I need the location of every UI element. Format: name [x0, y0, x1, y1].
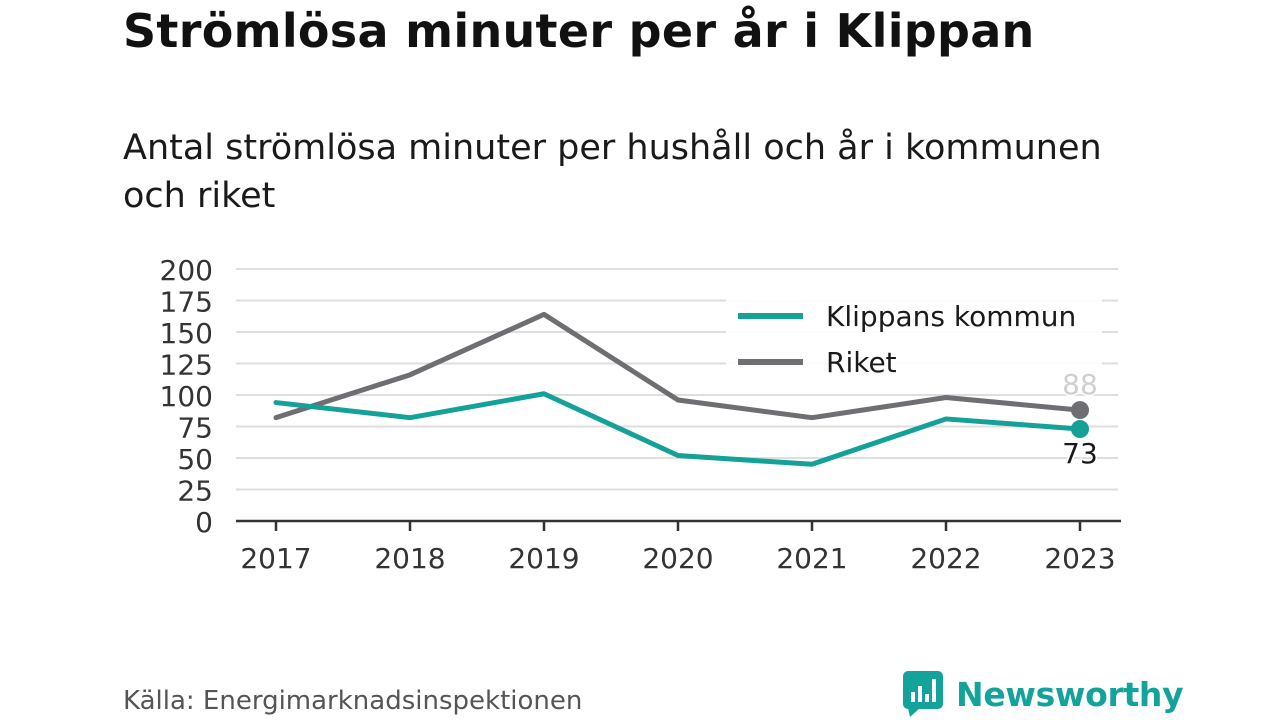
source-note: Källa: Energimarknadsinspektionen [123, 686, 583, 716]
y-tick-label: 75 [177, 412, 213, 445]
newsworthy-logo-icon [903, 671, 943, 717]
chart-title: Strömlösa minuter per år i Klippan [123, 4, 1035, 58]
x-tick-label: 2023 [1044, 542, 1115, 575]
end-point [1071, 401, 1089, 420]
chart-subtitle: Antal strömlösa minuter per hushåll och … [123, 128, 1102, 216]
brand-name: Newsworthy [956, 674, 1184, 714]
brand-logo: Newsworthy [902, 670, 1184, 718]
series-line [273, 311, 1083, 421]
data-label: 73 [1062, 437, 1098, 470]
x-tick-label: 2020 [642, 542, 713, 575]
x-tick-label: 2017 [240, 542, 311, 575]
series-line [273, 391, 1083, 467]
y-tick-label: 125 [160, 349, 213, 382]
end-point [1071, 420, 1089, 439]
legend-label: Riket [826, 346, 897, 379]
x-tick-label: 2021 [776, 542, 847, 575]
legend-label: Klippans kommun [826, 300, 1076, 333]
y-tick-label: 25 [177, 475, 213, 508]
y-tick-label: 100 [160, 380, 213, 413]
y-tick-label: 200 [160, 254, 213, 287]
x-tick-label: 2022 [910, 542, 981, 575]
legend-box [726, 292, 1102, 388]
y-tick-label: 175 [160, 286, 213, 319]
x-tick-label: 2019 [508, 542, 579, 575]
y-tick-label: 50 [177, 443, 213, 476]
x-tick-label: 2018 [374, 542, 445, 575]
data-label: 88 [1062, 368, 1098, 401]
y-tick-label: 150 [160, 317, 213, 350]
y-tick-label: 0 [195, 506, 213, 539]
